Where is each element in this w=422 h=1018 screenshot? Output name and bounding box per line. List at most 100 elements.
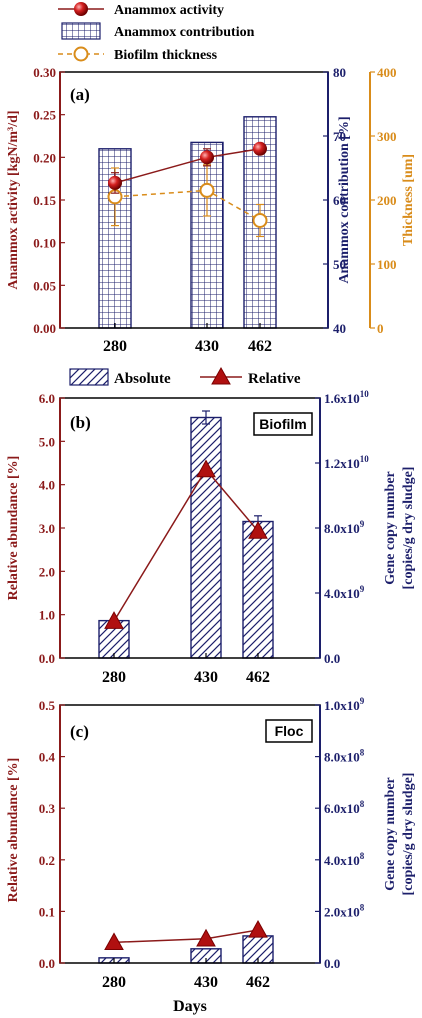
a-right-tick-label-60: 60 bbox=[333, 193, 346, 208]
panel-c: 0.0 0.1 0.2 0.3 0.4 0.5 0.0 2.0x108 4.0x108 6.0x1… bbox=[6, 696, 416, 1015]
panel-c-xlabel: Days bbox=[173, 998, 207, 1015]
panel-c-ylabel-right-1: Gene copy number bbox=[383, 777, 398, 891]
panel-b-tag-box bbox=[253, 412, 313, 436]
panel-b-ticks: 0.0 1.0 2.0 3.0 4.0 5.0 6.0 0.0 4.0x109 8.0x109 1.… bbox=[39, 389, 370, 686]
a-right2-tick-label-200: 200 bbox=[377, 193, 397, 208]
panel-a-ylabel-right1: Anammox contribution [%] bbox=[337, 116, 352, 283]
legend-relative-marker bbox=[211, 366, 231, 385]
thickness-line bbox=[114, 189, 261, 222]
b-left-tick-label-1.0: 1.0 bbox=[39, 608, 55, 623]
b-absolute-bar-462 bbox=[242, 520, 274, 659]
legend-absolute-label: Absolute bbox=[114, 371, 171, 387]
panel-b-label: (b) bbox=[70, 413, 91, 432]
panel-c-ylabel-right-2: [copies/g dry sludge] bbox=[401, 773, 416, 896]
a-right-tick-label-50: 50 bbox=[333, 257, 346, 272]
b-left-tick-label-5.0: 5.0 bbox=[39, 434, 55, 449]
panel-b-tag: Biofilm bbox=[259, 416, 306, 432]
legend-thickness-marker bbox=[73, 46, 89, 62]
c-relative-line bbox=[113, 929, 259, 944]
thickness-point-430 bbox=[199, 182, 215, 198]
a-right2-tick-label-0: 0 bbox=[377, 321, 384, 336]
panel-c-ylabel-left: Relative abundance [%] bbox=[6, 758, 21, 903]
b-left-tick-label-4.0: 4.0 bbox=[39, 478, 55, 493]
activity-line bbox=[114, 148, 261, 184]
c-relative-point-462 bbox=[248, 919, 268, 938]
c-right-tick-label-4: 8.0x108 bbox=[324, 748, 365, 765]
panel-b-lines bbox=[104, 459, 268, 629]
legend-contribution-swatch bbox=[61, 22, 101, 40]
panel-b-bars bbox=[98, 410, 274, 659]
panel-a-ticks: 0.00 0.05 0.10 0.15 0.20 0.25 0.30 40 50 60 70 80 0 1… bbox=[33, 65, 396, 355]
b-right-tick-label-1: 4.0x109 bbox=[324, 584, 365, 601]
legend-a: Anammox activity Anammox contribution Bi… bbox=[58, 2, 255, 63]
c-left-tick-label-0.5: 0.5 bbox=[39, 698, 56, 713]
legend-contribution-label: Anammox contribution bbox=[114, 25, 255, 40]
a-x-tick-label-430: 430 bbox=[195, 338, 219, 355]
a-left-tick-label-0.30: 0.30 bbox=[33, 65, 56, 80]
activity-point-430 bbox=[200, 150, 214, 165]
panel-c-tag: Floc bbox=[275, 723, 304, 739]
b-x-tick-label-462: 462 bbox=[246, 669, 270, 686]
a-right-tick-label-70: 70 bbox=[333, 129, 346, 144]
a-left-tick-label-0.20: 0.20 bbox=[33, 150, 56, 165]
c-x-tick-label-430: 430 bbox=[194, 974, 218, 991]
panel-c-tag-box bbox=[265, 719, 313, 743]
a-left-tick-label-0.05: 0.05 bbox=[33, 278, 56, 293]
panel-a: 0.00 0.05 0.10 0.15 0.20 0.25 0.30 40 50 60 70 80 0 1… bbox=[6, 65, 416, 355]
c-left-tick-label-0.3: 0.3 bbox=[39, 801, 56, 816]
c-relative-point-430 bbox=[196, 928, 216, 947]
b-relative-line bbox=[113, 468, 259, 622]
panel-c-lines bbox=[104, 919, 268, 951]
a-left-tick-label-0.15: 0.15 bbox=[33, 193, 56, 208]
b-right-tick-label-0: 0.0 bbox=[324, 651, 340, 666]
b-right-tick-label-3: 1.2x1010 bbox=[324, 454, 369, 471]
contribution-bar-280 bbox=[98, 148, 132, 329]
c-left-tick-label-0.0: 0.0 bbox=[39, 956, 55, 971]
c-relative-point-280 bbox=[104, 932, 124, 951]
a-right-tick-label-40: 40 bbox=[333, 321, 346, 336]
b-absolute-bar-430 bbox=[190, 416, 222, 659]
c-left-tick-label-0.4: 0.4 bbox=[39, 750, 56, 765]
panel-a-label: (a) bbox=[70, 85, 90, 104]
b-left-tick-label-2.0: 2.0 bbox=[39, 564, 55, 579]
legend-activity-label: Anammox activity bbox=[114, 3, 224, 18]
a-right-tick-label-80: 80 bbox=[333, 65, 346, 80]
a-right2-tick-label-400: 400 bbox=[377, 65, 397, 80]
panel-a-ylabel-right2: Thickness [um] bbox=[401, 154, 416, 246]
a-right2-tick-label-300: 300 bbox=[377, 129, 397, 144]
b-right-tick-label-4: 1.6x1010 bbox=[324, 389, 369, 406]
panel-b-frame bbox=[59, 397, 321, 659]
b-relative-point-280 bbox=[104, 611, 124, 629]
c-left-tick-label-0.1: 0.1 bbox=[39, 904, 55, 919]
panel-a-bars bbox=[98, 116, 277, 329]
c-x-tick-label-280: 280 bbox=[102, 974, 126, 991]
b-right-tick-label-2: 8.0x109 bbox=[324, 519, 365, 536]
legend-absolute-swatch bbox=[69, 368, 109, 386]
c-right-tick-label-3: 6.0x108 bbox=[324, 799, 365, 816]
activity-point-280 bbox=[108, 175, 122, 190]
a-right2-tick-label-100: 100 bbox=[377, 257, 397, 272]
legend-thickness-label: Biofilm thickness bbox=[114, 48, 218, 63]
panel-b: 0.0 1.0 2.0 3.0 4.0 5.0 6.0 0.0 4.0x109 8.0x109 1.… bbox=[6, 389, 416, 686]
legend-relative-label: Relative bbox=[248, 371, 301, 387]
legend-activity-marker bbox=[74, 2, 88, 16]
c-right-tick-label-5: 1.0x109 bbox=[324, 696, 365, 713]
b-x-tick-label-280: 280 bbox=[102, 669, 126, 686]
b-left-tick-label-3.0: 3.0 bbox=[39, 521, 55, 536]
a-x-tick-label-280: 280 bbox=[103, 338, 127, 355]
panel-c-label: (c) bbox=[70, 722, 89, 741]
legend-b: Absolute Relative bbox=[69, 366, 301, 387]
a-left-tick-label-0.00: 0.00 bbox=[33, 321, 56, 336]
panel-c-frame bbox=[59, 704, 321, 964]
b-relative-point-430 bbox=[196, 459, 216, 478]
b-left-tick-label-0.0: 0.0 bbox=[39, 651, 55, 666]
b-x-tick-label-430: 430 bbox=[194, 669, 218, 686]
panel-b-ylabel-right-2: [copies/g dry sludge] bbox=[401, 467, 416, 590]
panel-c-ticks: 0.0 0.1 0.2 0.3 0.4 0.5 0.0 2.0x108 4.0x108 6.0x1… bbox=[39, 696, 365, 991]
b-relative-point-462 bbox=[248, 521, 268, 539]
panel-a-ylabel-left: Anammox activity [kgN/m³/d] bbox=[6, 110, 21, 289]
c-x-tick-label-462: 462 bbox=[246, 974, 270, 991]
a-x-tick-label-462: 462 bbox=[248, 338, 272, 355]
a-left-tick-label-0.10: 0.10 bbox=[33, 236, 56, 251]
